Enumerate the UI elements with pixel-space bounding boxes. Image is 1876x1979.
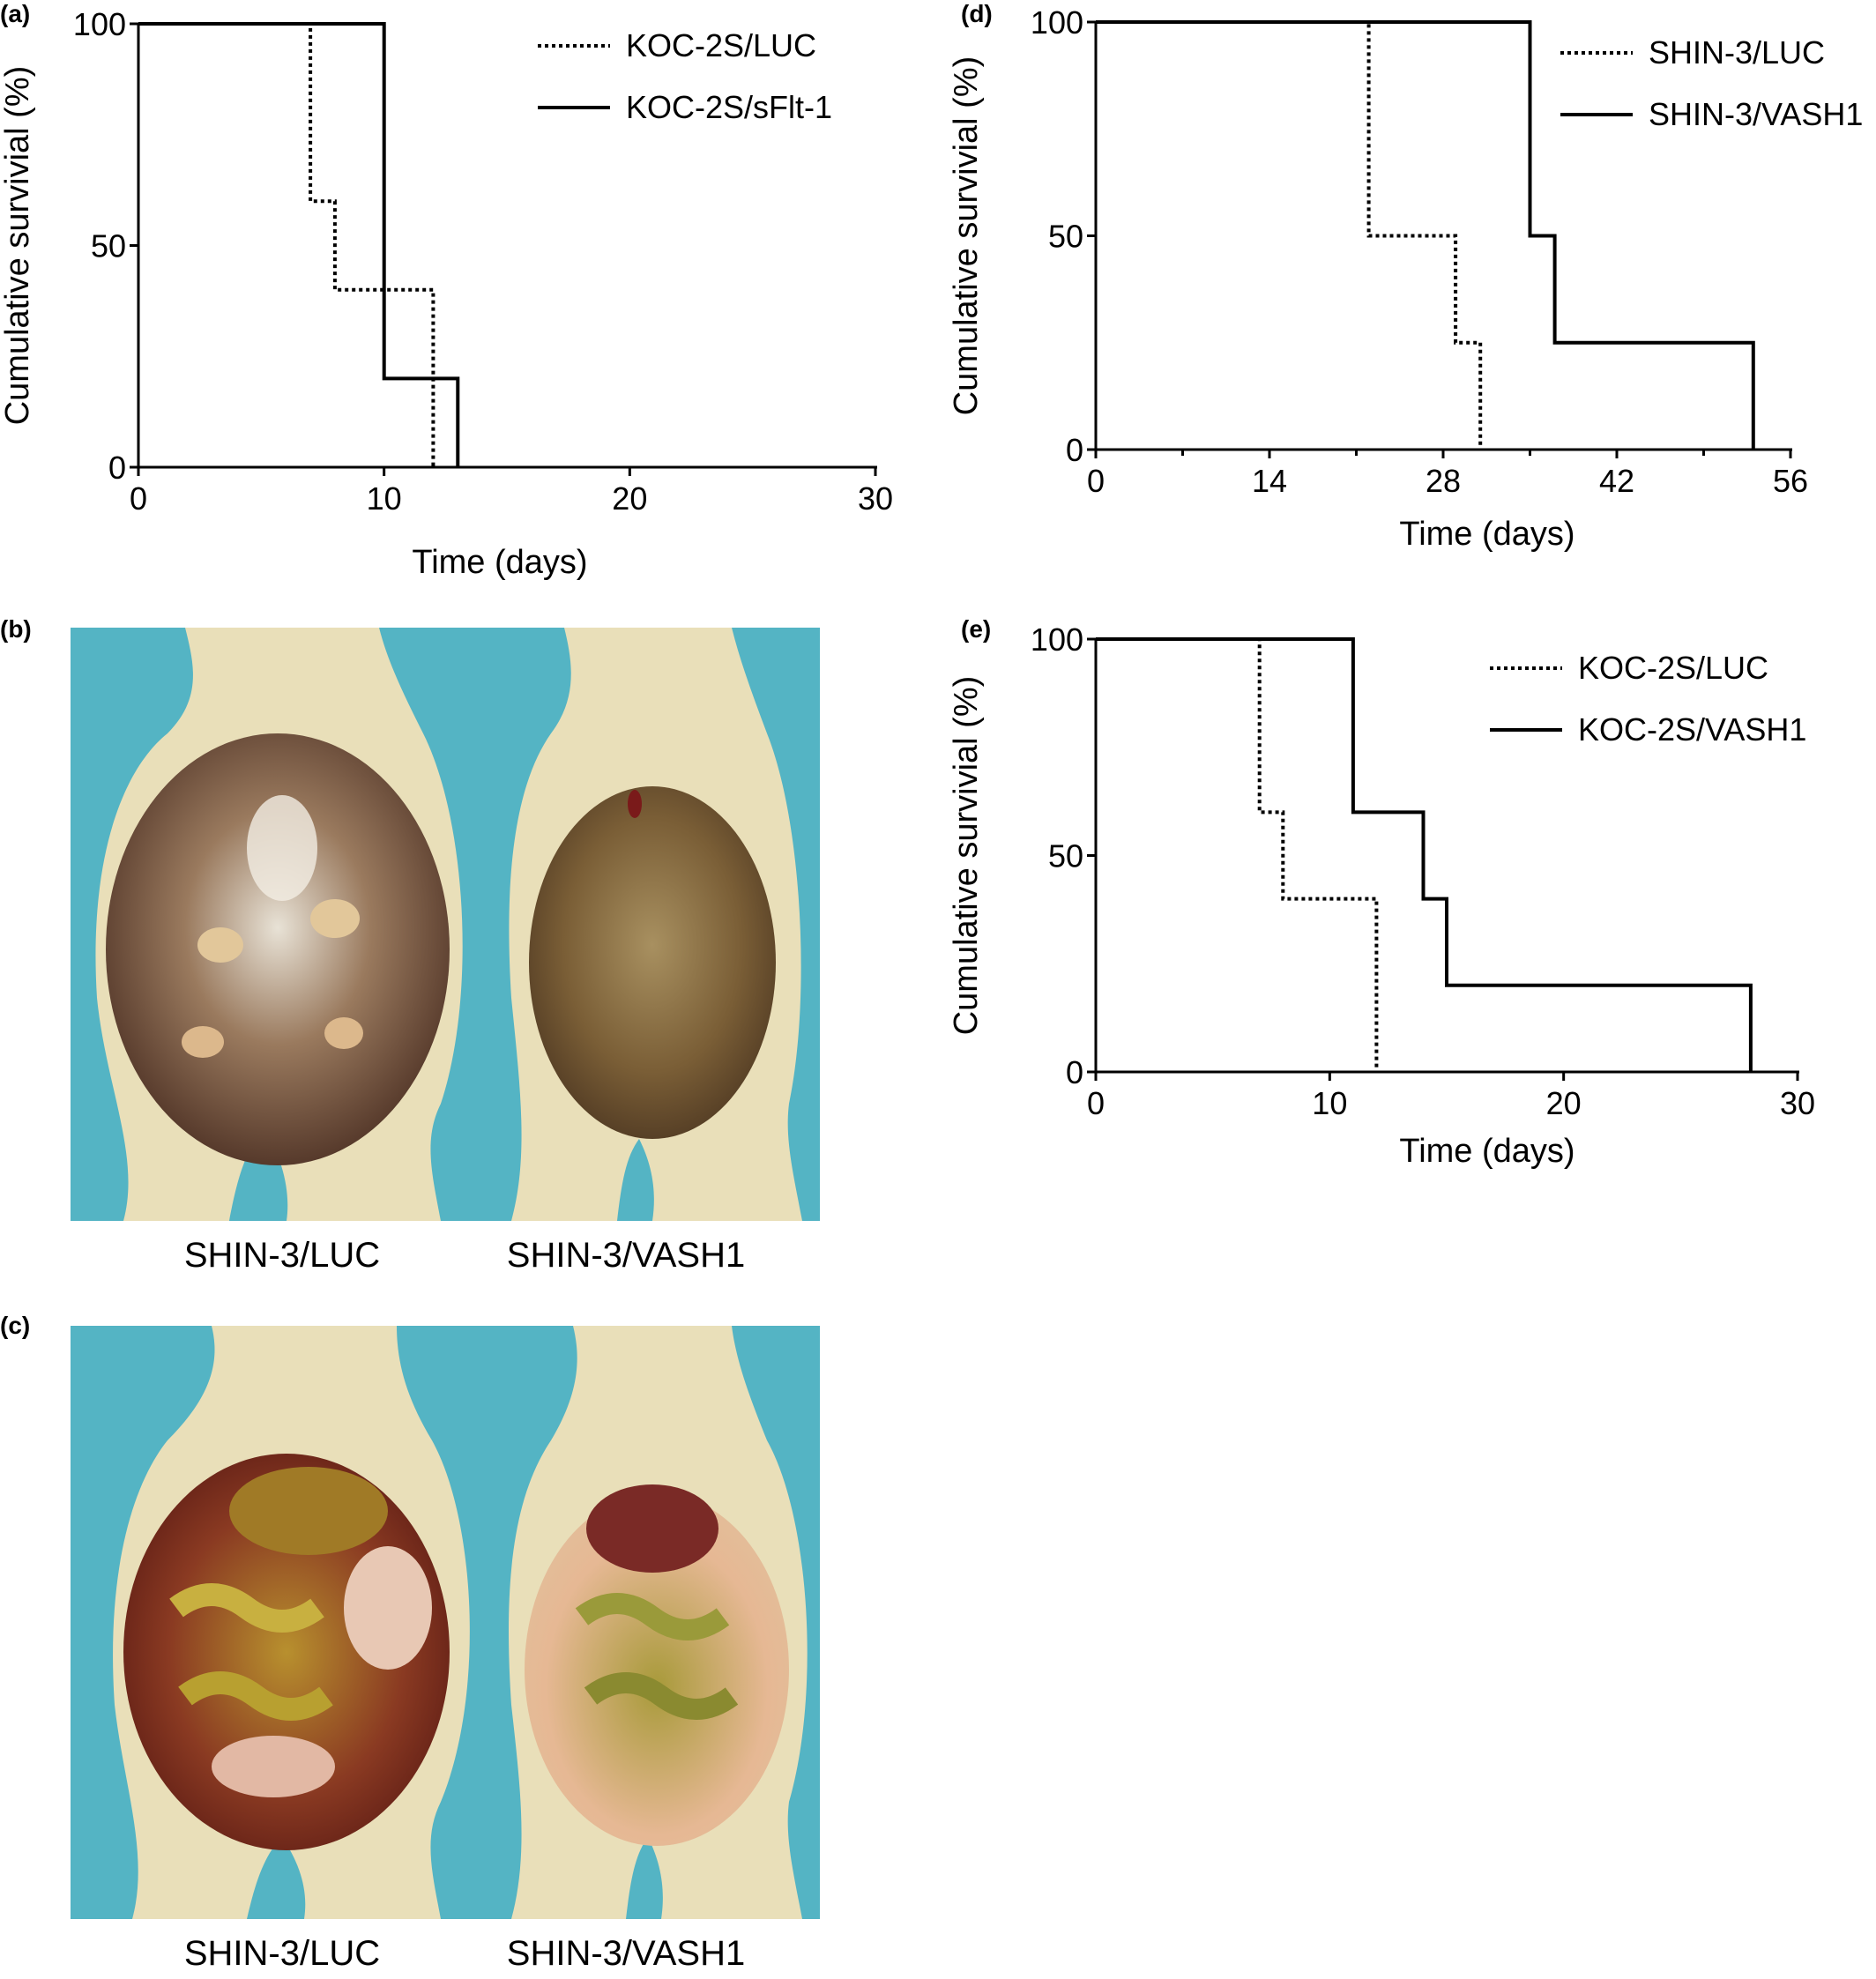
y-tick-label: 100 <box>1031 621 1083 658</box>
legend-item: KOC-2S/LUC <box>1490 650 1768 686</box>
survival-chart-a: 0 10 20 30 0 50 100 Time (days) Cumulative survi… <box>0 6 893 581</box>
series-line-solid <box>1096 637 1753 1072</box>
panel-c-letter: (c) <box>0 1312 31 1339</box>
legend-item: KOC-2S/sFlt-1 <box>538 89 832 125</box>
x-tick-label: 42 <box>1599 463 1634 499</box>
x-tick-label: 14 <box>1252 463 1287 499</box>
x-tick-label: 0 <box>1087 1085 1105 1121</box>
legend-label: KOC-2S/LUC <box>626 27 816 63</box>
x-tick-label: 30 <box>858 480 893 517</box>
panel-e-letter: (e) <box>961 615 992 643</box>
y-tick-label: 100 <box>73 6 126 42</box>
panel-b-letter: (b) <box>0 615 32 643</box>
x-tick-label: 28 <box>1426 463 1461 499</box>
y-tick-label: 0 <box>108 450 126 486</box>
photo-abdomen-closed <box>71 628 820 1221</box>
photo-abdomen-open <box>71 1326 820 1919</box>
y-axis-label: Cumulative survivial (%) <box>948 56 985 416</box>
panel-d-letter: (d) <box>961 0 993 27</box>
mouse-left-shin3-luc <box>95 628 463 1221</box>
series-line-dotted <box>1096 20 1483 450</box>
caption-b-left: SHIN-3/LUC <box>183 1236 381 1275</box>
legend-item: SHIN-3/LUC <box>1560 34 1825 71</box>
x-axis-label: Time (days) <box>412 544 587 581</box>
series-line-dotted <box>138 22 436 467</box>
series-line-solid <box>138 22 460 467</box>
caption-c-left: SHIN-3/LUC <box>183 1934 381 1973</box>
mouse-left-shin3-luc-open <box>113 1326 470 1919</box>
series-line-solid <box>1096 20 1755 450</box>
legend-label: SHIN-3/VASH1 <box>1649 96 1863 132</box>
caption-c-right: SHIN-3/VASH1 <box>506 1934 746 1973</box>
legend-label: KOC-2S/LUC <box>1578 650 1768 686</box>
x-tick-label: 0 <box>1087 463 1105 499</box>
survival-chart-d: 0 14 28 42 56 0 50 100 Time (days) Cumulative sur… <box>948 4 1863 553</box>
y-tick-label: 0 <box>1066 1054 1083 1090</box>
y-axis-label: Cumulative survivial (%) <box>948 676 985 1036</box>
y-tick-label: 50 <box>1048 838 1083 874</box>
x-tick-label: 10 <box>1312 1085 1347 1121</box>
y-tick-label: 50 <box>91 228 126 264</box>
legend-item: SHIN-3/VASH1 <box>1560 96 1863 132</box>
x-axis-label: Time (days) <box>1399 516 1574 553</box>
series-line-dotted <box>1096 637 1379 1072</box>
x-tick-label: 0 <box>130 480 147 517</box>
x-tick-label: 20 <box>1546 1085 1582 1121</box>
x-axis-label: Time (days) <box>1399 1133 1574 1170</box>
x-tick-label: 10 <box>367 480 402 517</box>
legend-item: KOC-2S/LUC <box>538 27 816 63</box>
y-tick-label: 100 <box>1031 4 1083 41</box>
legend-label: KOC-2S/sFlt-1 <box>626 89 832 125</box>
panel-a-letter: (a) <box>0 0 31 27</box>
axes: 0 14 28 42 56 0 50 100 <box>1031 4 1808 499</box>
y-tick-label: 0 <box>1066 432 1083 468</box>
mouse-right-shin3-vash1 <box>509 628 802 1221</box>
x-tick-label: 30 <box>1780 1085 1815 1121</box>
x-tick-label: 20 <box>612 480 647 517</box>
legend-item: KOC-2S/VASH1 <box>1490 711 1806 748</box>
survival-chart-e: 0 10 20 30 0 50 100 Time (days) Cumulative survi… <box>948 621 1815 1170</box>
axes: 0 10 20 30 0 50 100 <box>73 6 893 517</box>
y-tick-label: 50 <box>1048 219 1083 255</box>
caption-b-right: SHIN-3/VASH1 <box>506 1236 746 1275</box>
x-tick-label: 56 <box>1773 463 1808 499</box>
y-axis-label: Cumulative survivial (%) <box>0 66 36 426</box>
mouse-right-shin3-vash1-open <box>509 1326 808 1919</box>
legend-label: KOC-2S/VASH1 <box>1578 711 1806 748</box>
axes: 0 10 20 30 0 50 100 <box>1031 621 1815 1121</box>
legend-label: SHIN-3/LUC <box>1649 34 1825 71</box>
